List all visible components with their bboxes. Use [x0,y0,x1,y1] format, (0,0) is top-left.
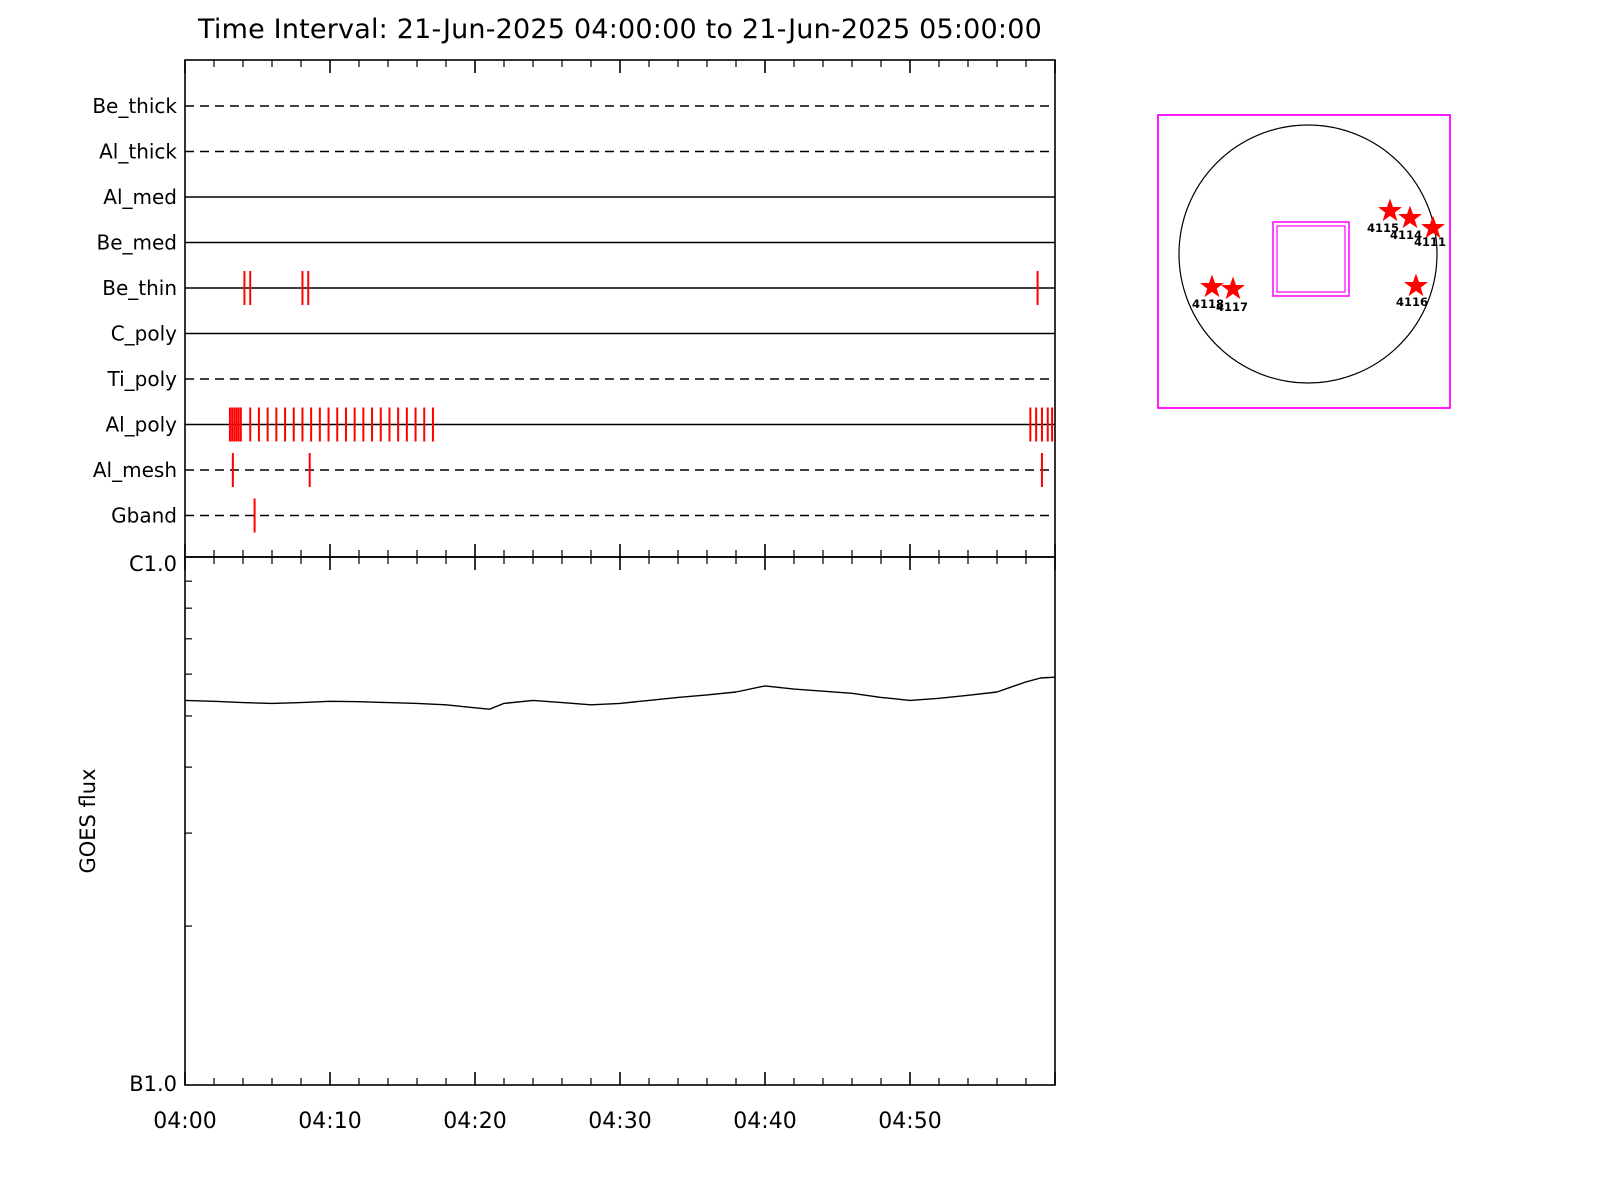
time-axis-label: 04:00 [153,1109,216,1134]
filter-label-Be_thin: Be_thin [102,276,177,300]
goes-axis-title: GOES flux [76,768,100,873]
goes-ytick-top: C1.0 [129,552,177,576]
map-outer-box [1157,114,1451,409]
active-region-star-4117 [1221,276,1245,300]
goes-flux-line [184,676,1056,710]
filter-label-Al_mesh: Al_mesh [93,458,177,482]
pointing-box-inner [1276,225,1346,293]
filter-label-Be_med: Be_med [96,231,177,255]
filter-label-C_poly: C_poly [111,322,177,346]
filter-label-Al_poly: Al_poly [105,413,177,437]
time-axis-label: 04:10 [298,1109,361,1134]
active-region-star-4115 [1378,198,1402,222]
active-region-star-4111 [1421,215,1445,239]
active-region-label-4117: 4117 [1216,300,1248,314]
pointing-box [1272,221,1350,297]
active-region-star-4114 [1398,205,1422,229]
filter-label-Gband: Gband [111,504,177,528]
active-region-label-4118: 4118 [1192,297,1224,311]
filter-label-Al_thick: Al_thick [99,140,177,164]
filter-label-Ti_poly: Ti_poly [107,367,178,391]
active-region-label-4111: 4111 [1414,235,1446,249]
active-region-label-4114: 4114 [1390,228,1422,242]
filter-label-Al_med: Al_med [103,185,177,209]
time-axis-label: 04:30 [588,1109,651,1134]
time-axis-label: 04:50 [878,1109,941,1134]
active-region-star-4116 [1404,273,1428,297]
filter-label-Be_thick: Be_thick [92,94,177,118]
solar-limb-circle [1178,124,1438,384]
active-region-star-4118 [1200,274,1224,298]
time-axis-label: 04:20 [443,1109,506,1134]
time-axis-label: 04:40 [733,1109,796,1134]
active-region-label-4116: 4116 [1396,295,1428,309]
active-region-label-4115: 4115 [1367,221,1399,235]
goes-ytick-bottom: B1.0 [129,1072,177,1096]
plot-title: Time Interval: 21-Jun-2025 04:00:00 to 2… [198,14,1042,45]
filter-panel-border [184,59,1056,558]
goes-panel-border [184,556,1056,1086]
